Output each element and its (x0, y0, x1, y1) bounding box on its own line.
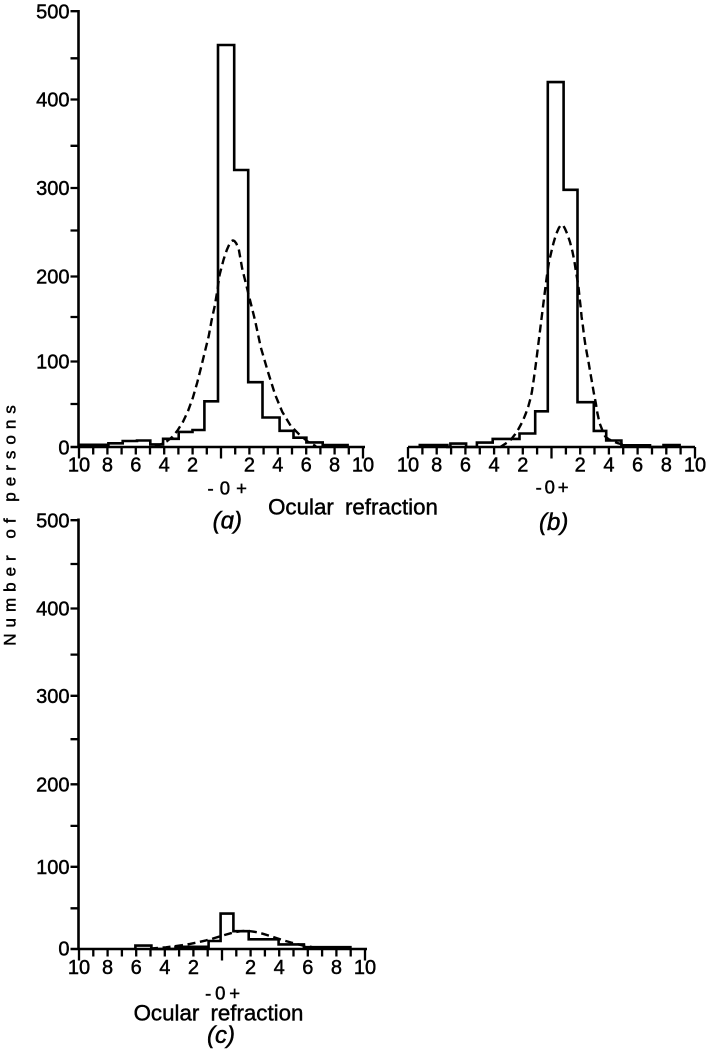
svg-text:2: 2 (244, 455, 255, 477)
svg-text:8: 8 (331, 957, 342, 979)
svg-text:4: 4 (274, 957, 285, 979)
svg-text:500: 500 (36, 510, 69, 532)
svg-text:400: 400 (36, 90, 69, 112)
svg-text:Number of persons: Number of persons (1, 399, 20, 646)
svg-text:10: 10 (68, 957, 90, 979)
svg-text:(c): (c) (207, 1022, 235, 1049)
svg-text:8: 8 (329, 455, 340, 477)
svg-text:6: 6 (460, 455, 471, 477)
svg-text:200: 200 (36, 267, 69, 289)
svg-text:(b): (b) (539, 509, 568, 536)
svg-text:0: 0 (58, 437, 69, 459)
svg-text:2: 2 (517, 455, 528, 477)
svg-text:2: 2 (187, 455, 198, 477)
svg-text:200: 200 (36, 775, 69, 797)
svg-text:6: 6 (632, 455, 643, 477)
svg-text:100: 100 (36, 857, 69, 879)
svg-text:400: 400 (36, 599, 69, 621)
svg-text:4: 4 (159, 957, 170, 979)
svg-text:8: 8 (661, 455, 672, 477)
svg-text:10: 10 (68, 455, 90, 477)
svg-text:Ocular refraction: Ocular refraction (268, 495, 438, 520)
svg-text:100: 100 (36, 352, 69, 374)
svg-text:300: 300 (36, 686, 69, 708)
svg-text:4: 4 (272, 455, 283, 477)
svg-text:-0+: -0+ (536, 477, 572, 498)
svg-text:10: 10 (352, 455, 374, 477)
svg-text:6: 6 (131, 957, 142, 979)
svg-text:8: 8 (431, 455, 442, 477)
svg-text:Ocular refraction: Ocular refraction (134, 1001, 304, 1026)
svg-text:2: 2 (245, 957, 256, 979)
svg-text:2: 2 (575, 455, 586, 477)
svg-text:(ɑ): (ɑ) (213, 507, 242, 534)
svg-text:10: 10 (354, 957, 376, 979)
svg-text:6: 6 (301, 455, 312, 477)
svg-text:6: 6 (302, 957, 313, 979)
svg-text:2: 2 (188, 957, 199, 979)
svg-text:500: 500 (36, 1, 69, 23)
svg-text:6: 6 (130, 455, 141, 477)
svg-text:8: 8 (102, 957, 113, 979)
svg-text:10: 10 (397, 455, 419, 477)
svg-text:4: 4 (603, 455, 614, 477)
svg-text:-0+: -0+ (205, 983, 244, 1004)
svg-text:-0+: -0+ (208, 478, 254, 499)
svg-text:300: 300 (36, 178, 69, 200)
svg-text:10: 10 (684, 455, 706, 477)
svg-text:8: 8 (102, 455, 113, 477)
svg-text:4: 4 (159, 455, 170, 477)
svg-text:0: 0 (58, 938, 69, 960)
svg-text:4: 4 (489, 455, 500, 477)
